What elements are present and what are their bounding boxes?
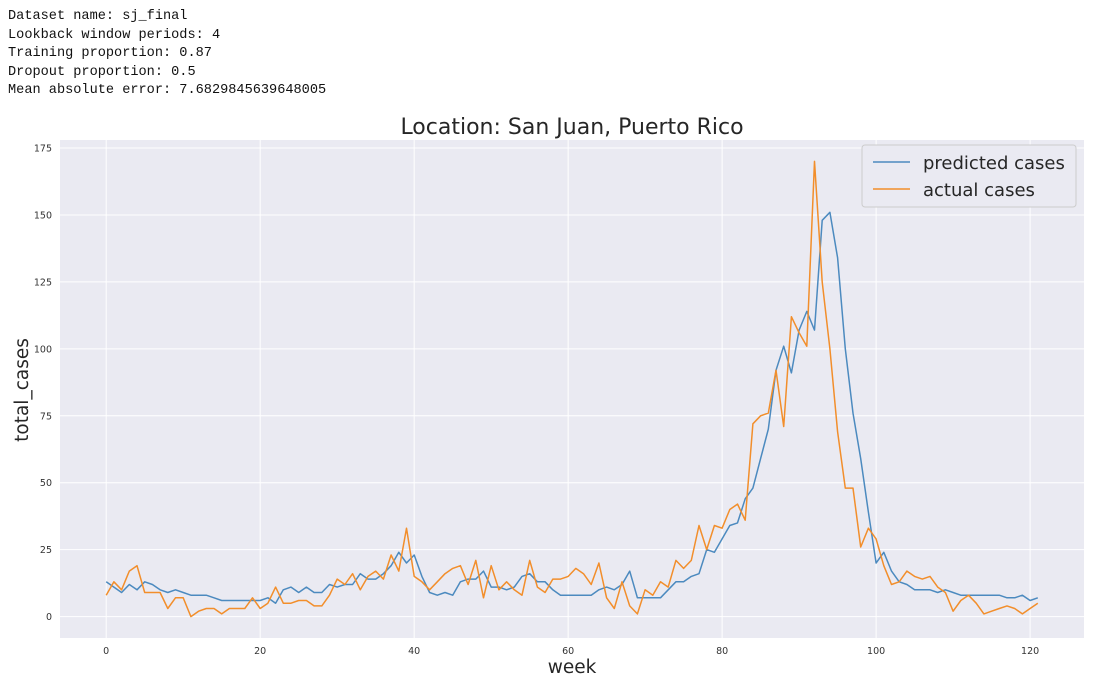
actual-cases-line xyxy=(105,160,1039,618)
y-tick-label: 25 xyxy=(40,545,52,556)
y-axis-label: total_cases xyxy=(12,338,33,442)
x-tick-label: 20 xyxy=(254,646,266,657)
x-tick-label: 80 xyxy=(716,646,728,657)
model-info-panel: Dataset name: sj_final Lookback window p… xyxy=(8,8,326,101)
legend-box xyxy=(861,144,1077,208)
x-tick-label: 40 xyxy=(408,646,420,657)
y-tick-label: 125 xyxy=(34,277,52,288)
legend-label-predicted: predicted cases xyxy=(923,153,1065,174)
plot-background xyxy=(60,140,1084,638)
dropout-proportion-line: Dropout proportion: 0.5 xyxy=(8,64,196,80)
dataset-name-line: Dataset name: sj_final xyxy=(8,9,188,24)
x-tick-label: 100 xyxy=(867,646,885,657)
series-lines xyxy=(105,160,1039,618)
x-tick-label: 0 xyxy=(103,646,109,657)
tick-labels: 0 25 50 75 100 125 150 175 0 20 40 60 80 100 120 xyxy=(34,144,1039,657)
legend-label-actual: actual cases xyxy=(923,180,1035,201)
y-tick-label: 100 xyxy=(34,344,52,355)
x-axis-label: week xyxy=(548,657,597,678)
legend: predicted cases actual cases xyxy=(861,144,1077,208)
mean-absolute-error-line: Mean absolute error: 7.6829845639648005 xyxy=(8,83,327,98)
x-tick-label: 60 xyxy=(562,646,574,657)
chart-title: Location: San Juan, Puerto Rico xyxy=(400,115,743,140)
y-tick-label: 50 xyxy=(40,478,52,489)
predicted-cases-line xyxy=(105,211,1039,604)
lookback-line: Lookback window periods: 4 xyxy=(8,27,221,43)
y-tick-label: 150 xyxy=(34,210,52,221)
x-tick-label: 120 xyxy=(1021,646,1039,657)
y-tick-label: 175 xyxy=(34,144,52,155)
training-proportion-line: Training proportion: 0.87 xyxy=(8,46,212,61)
y-tick-label: 75 xyxy=(40,411,52,422)
y-tick-label: 0 xyxy=(46,612,52,623)
